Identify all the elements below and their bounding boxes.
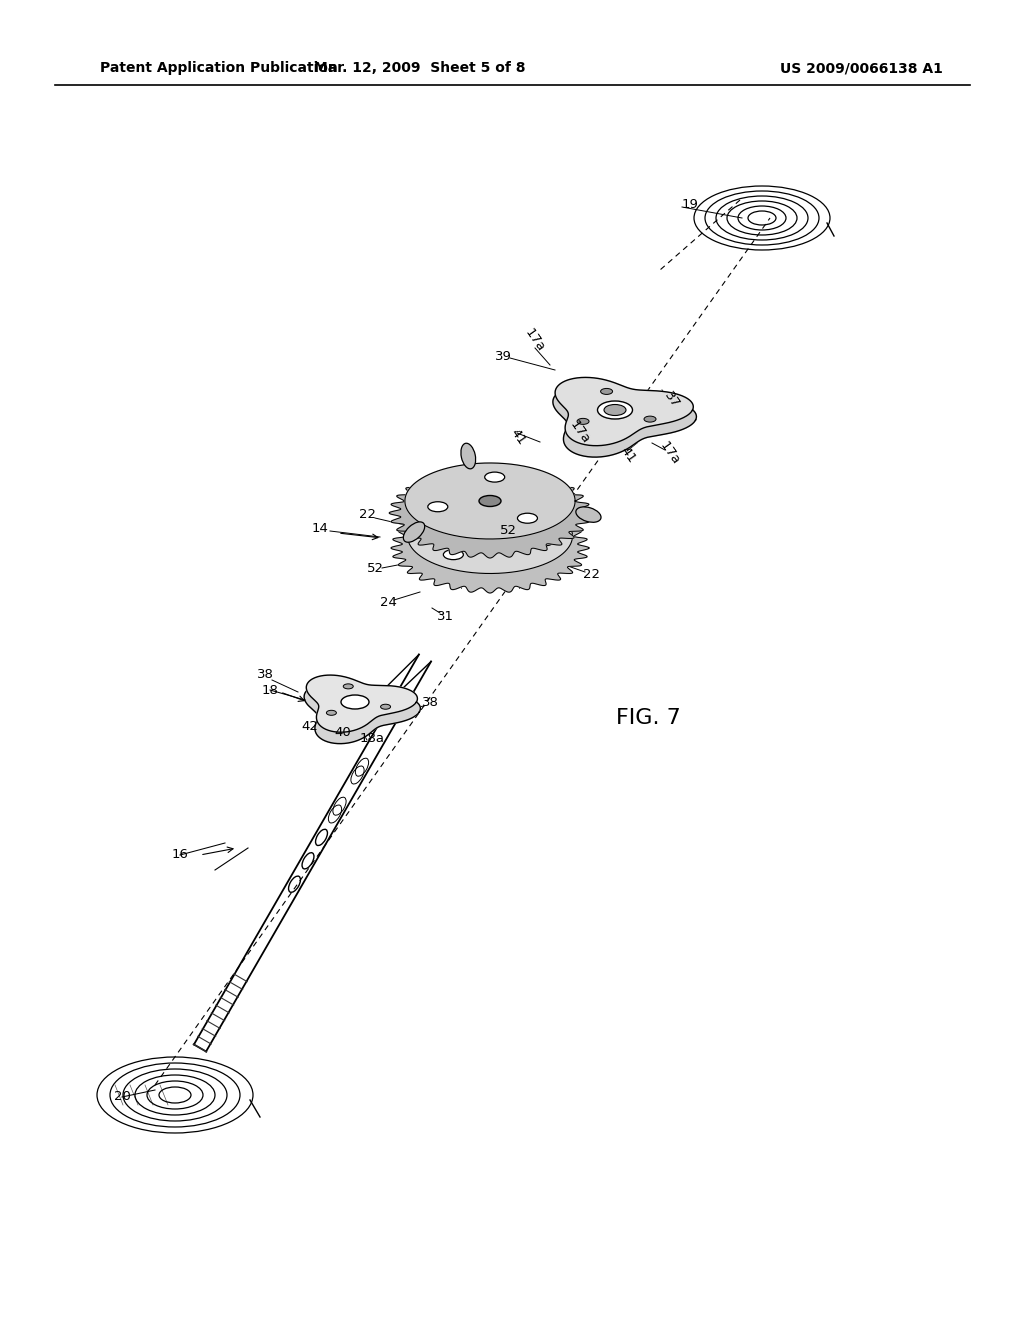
Text: 19: 19 xyxy=(682,198,698,210)
Text: 37: 37 xyxy=(662,389,682,411)
Ellipse shape xyxy=(575,507,601,523)
Polygon shape xyxy=(404,463,575,539)
Text: Mar. 12, 2009  Sheet 5 of 8: Mar. 12, 2009 Sheet 5 of 8 xyxy=(314,61,525,75)
Text: 41: 41 xyxy=(617,445,638,466)
Ellipse shape xyxy=(341,696,369,709)
Polygon shape xyxy=(304,684,421,743)
Ellipse shape xyxy=(484,473,505,482)
Ellipse shape xyxy=(578,418,589,424)
Text: 40: 40 xyxy=(335,726,351,739)
Text: 52: 52 xyxy=(367,561,384,574)
Text: 17a: 17a xyxy=(567,418,593,446)
Text: 16: 16 xyxy=(172,849,188,862)
Text: 39: 39 xyxy=(495,350,511,363)
Text: 20: 20 xyxy=(114,1090,130,1104)
Ellipse shape xyxy=(644,416,656,422)
Ellipse shape xyxy=(381,705,390,709)
Text: FIG. 7: FIG. 7 xyxy=(615,708,680,729)
Text: 38: 38 xyxy=(422,697,438,710)
Text: 42: 42 xyxy=(301,719,318,733)
Text: 22: 22 xyxy=(359,508,377,521)
Polygon shape xyxy=(391,503,589,593)
Ellipse shape xyxy=(343,684,353,689)
Text: 31: 31 xyxy=(436,610,454,623)
Ellipse shape xyxy=(604,404,626,416)
Text: Patent Application Publication: Patent Application Publication xyxy=(100,61,338,75)
Text: 52: 52 xyxy=(500,524,516,536)
Polygon shape xyxy=(555,378,693,446)
Text: 18a: 18a xyxy=(359,731,384,744)
Text: 41: 41 xyxy=(508,426,528,447)
Polygon shape xyxy=(306,675,418,733)
Text: US 2009/0066138 A1: US 2009/0066138 A1 xyxy=(780,61,943,75)
Text: 18: 18 xyxy=(261,684,279,697)
Polygon shape xyxy=(553,387,696,457)
Ellipse shape xyxy=(534,536,554,546)
Ellipse shape xyxy=(443,549,463,560)
Ellipse shape xyxy=(479,495,501,507)
Ellipse shape xyxy=(517,513,538,523)
Ellipse shape xyxy=(597,401,633,418)
Ellipse shape xyxy=(428,502,447,512)
Ellipse shape xyxy=(403,521,425,543)
Ellipse shape xyxy=(601,388,612,395)
Text: 24: 24 xyxy=(380,595,396,609)
Polygon shape xyxy=(408,499,572,573)
Ellipse shape xyxy=(461,444,476,469)
Text: 14: 14 xyxy=(311,521,329,535)
Ellipse shape xyxy=(458,508,478,517)
Text: 17a: 17a xyxy=(522,326,548,354)
Text: 17a: 17a xyxy=(657,440,683,467)
Ellipse shape xyxy=(327,710,337,715)
Text: 22: 22 xyxy=(584,569,600,582)
Polygon shape xyxy=(389,469,591,558)
Text: 38: 38 xyxy=(257,668,273,681)
